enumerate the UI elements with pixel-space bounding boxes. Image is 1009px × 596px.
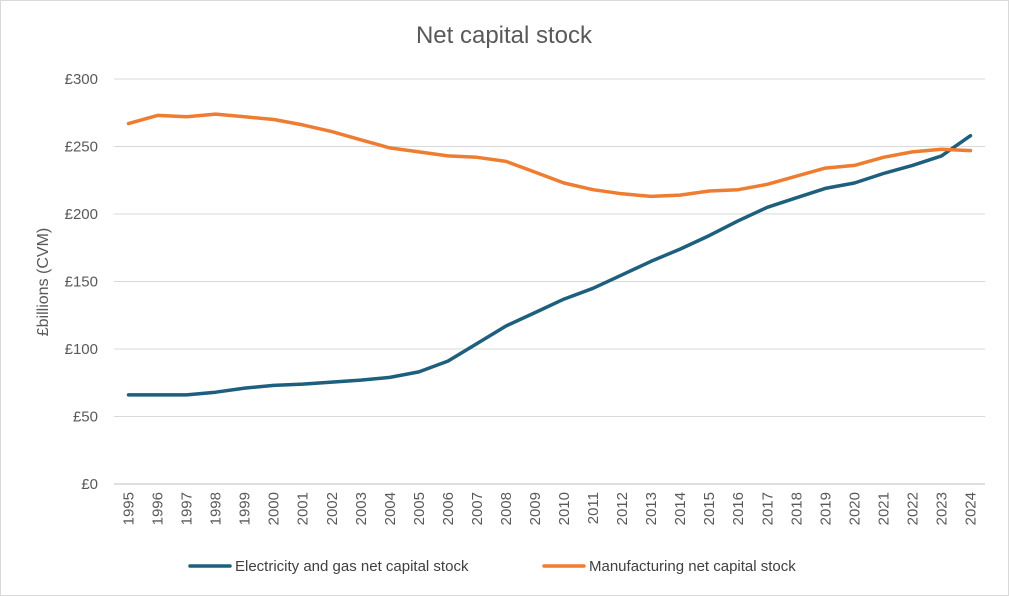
legend: Electricity and gas net capital stock Man… [188,558,796,575]
x-tick-label: 2013 [643,492,660,525]
x-tick-label: 2021 [875,492,892,525]
x-tick-label: 2010 [556,492,573,525]
x-tick-label: 2008 [498,492,515,525]
x-tick-label: 2018 [788,492,805,525]
x-tick-label: 2003 [353,492,370,525]
x-tick-label: 2012 [614,492,631,525]
y-tick-label: £150 [65,274,98,291]
x-tick-label: 2023 [934,492,951,525]
y-tick-label: £50 [73,409,98,426]
x-tick-label: 1996 [150,492,167,525]
y-tick-label: £100 [65,341,98,358]
x-tick-label: 2015 [701,492,718,525]
y-tick-labels: £0 £50 £100 £150 £200 £250 £300 [65,71,98,493]
x-tick-label: 1997 [179,492,196,525]
x-tick-label: 1999 [237,492,254,525]
x-tick-label: 2004 [382,492,399,525]
y-tick-label: £300 [65,71,98,88]
x-tick-label: 2000 [266,492,283,525]
x-tick-labels: 1995 1996 1997 1998 1999 2000 2001 2002 2003 2004… [121,492,980,525]
x-tick-label: 2001 [295,492,312,525]
y-tick-label: £250 [65,139,98,156]
x-tick-label: 2009 [527,492,544,525]
y-tick-label: £0 [81,476,98,493]
legend-label: Manufacturing net capital stock [589,558,796,575]
x-tick-label: 2022 [904,492,921,525]
x-tick-label: 1995 [121,492,138,525]
x-tick-label: 2019 [817,492,834,525]
x-tick-label: 2014 [672,492,689,525]
x-tick-label: 2002 [324,492,341,525]
x-tick-label: 2024 [963,492,980,525]
x-tick-label: 1998 [208,492,225,525]
series-line-1 [126,133,973,397]
x-tick-label: 2011 [585,492,602,524]
x-tick-label: 2016 [730,492,747,525]
series-line-2 [126,112,973,199]
x-tick-label: 2007 [469,492,486,525]
gridlines [114,78,985,485]
x-tick-label: 2006 [440,492,457,525]
x-tick-label: 2020 [846,492,863,525]
legend-label: Electricity and gas net capital stock [235,558,469,575]
series-lines [126,112,973,397]
x-tick-label: 2017 [759,492,776,525]
y-axis-label: £billions (CVM) [35,228,52,336]
x-tick-label: 2005 [411,492,428,525]
chart-title: Net capital stock [416,22,593,49]
y-tick-label: £200 [65,206,98,223]
